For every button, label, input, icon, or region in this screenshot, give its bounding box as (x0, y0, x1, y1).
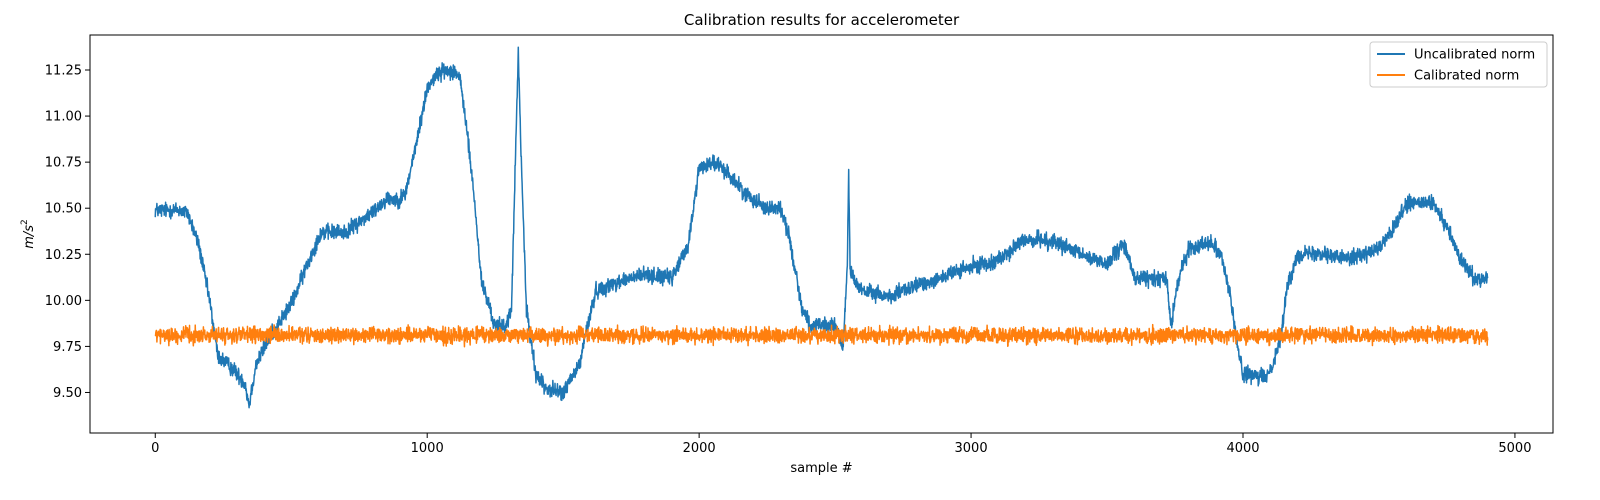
y-tick-label: 10.50 (45, 202, 82, 217)
plot-frame (89, 34, 1554, 434)
x-tick-label: 3000 (955, 441, 988, 456)
x-axis-label: sample # (790, 461, 852, 476)
y-axis: 9.50 9.75 10.00 10.25 10.50 10.75 11.00 11.25 (45, 64, 90, 401)
legend-label-calibrated: Calibrated norm (1414, 69, 1519, 84)
y-axis-label-exponent: 2 (20, 219, 30, 225)
legend-box (1369, 41, 1548, 88)
series-line-uncalibrated (154, 46, 1489, 409)
y-axis-label-base: m/s (22, 225, 37, 249)
y-tick-label: 11.25 (45, 64, 82, 79)
y-axis-label: m/s2 (20, 219, 37, 249)
series-line-calibrated (154, 323, 1489, 348)
x-tick-label: 4000 (1226, 441, 1259, 456)
y-tick-label: 9.75 (53, 340, 82, 355)
y-tick-label: 10.75 (45, 156, 82, 171)
x-tick-label: 2000 (683, 441, 716, 456)
x-tick-label: 0 (151, 441, 159, 456)
series-layer (154, 46, 1489, 409)
chart-title: Calibration results for accelerometer (684, 11, 960, 29)
x-axis: 0 1000 2000 3000 4000 5000 (151, 433, 1531, 456)
legend: Uncalibrated norm Calibrated norm (1369, 41, 1548, 88)
x-tick-label: 1000 (411, 441, 444, 456)
legend-label-uncalibrated: Uncalibrated norm (1414, 48, 1535, 63)
y-tick-label: 11.00 (45, 110, 82, 125)
x-tick-label: 5000 (1498, 441, 1531, 456)
y-tick-label: 10.00 (45, 294, 82, 309)
y-tick-label: 9.50 (53, 386, 82, 401)
y-tick-label: 10.25 (45, 248, 82, 263)
